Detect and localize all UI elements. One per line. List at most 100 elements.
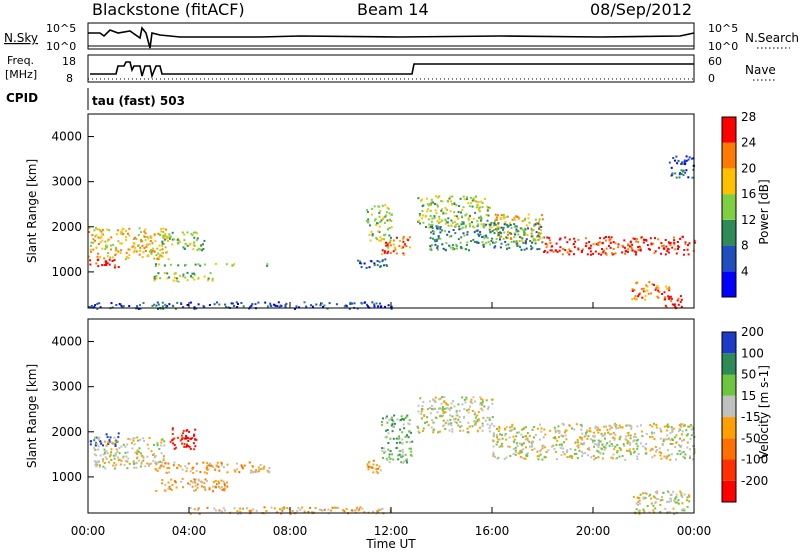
scatter-cell	[197, 303, 200, 306]
scatter-cell	[490, 226, 493, 229]
scatter-cell	[400, 455, 403, 458]
scatter-cell	[379, 209, 382, 212]
scatter-cell	[377, 510, 380, 513]
colorbar-segment	[722, 480, 736, 503]
scatter-cell	[594, 425, 597, 428]
scatter-cell	[683, 161, 686, 164]
scatter-cell	[441, 243, 444, 246]
scatter-cell	[475, 195, 477, 198]
scatter-cell	[644, 496, 647, 499]
scatter-cell	[158, 263, 161, 266]
scatter-cell	[164, 232, 167, 235]
scatter-cell	[611, 445, 614, 448]
scatter-cell	[194, 231, 197, 234]
scatter-cell	[689, 437, 692, 440]
scatter-cell	[105, 262, 108, 265]
scatter-cell	[631, 290, 634, 292]
scatter-cell	[607, 236, 610, 239]
scatter-cell	[187, 440, 190, 442]
scatter-cell	[138, 447, 141, 450]
scatter-cell	[675, 458, 677, 461]
scatter-cell	[470, 202, 473, 205]
scatter-cell	[199, 248, 202, 251]
scatter-cell	[220, 464, 223, 467]
scatter-cell	[674, 446, 677, 448]
scatter-cell	[139, 246, 142, 249]
scatter-cell	[603, 434, 606, 437]
scatter-cell	[407, 436, 410, 439]
scatter-cell	[177, 242, 180, 244]
scatter-cell	[481, 398, 484, 401]
scatter-cell	[97, 445, 100, 448]
scatter-cell	[206, 472, 208, 475]
scatter-cell	[96, 463, 99, 466]
scatter-cell	[161, 242, 164, 245]
nsky-label: N.Sky	[4, 31, 38, 45]
scatter-cell	[637, 241, 640, 243]
scatter-cell	[358, 508, 361, 511]
scatter-cell	[436, 226, 439, 228]
scatter-cell	[145, 243, 148, 246]
scatter-cell	[492, 432, 495, 435]
scatter-cell	[390, 416, 393, 419]
scatter-cell	[684, 453, 687, 456]
scatter-cell	[153, 250, 156, 253]
scatter-cell	[187, 482, 190, 485]
scatter-cell	[369, 239, 372, 242]
scatter-cell	[368, 461, 370, 464]
scatter-cell	[191, 234, 194, 237]
scatter-cell	[588, 447, 591, 450]
scatter-cell	[433, 217, 436, 219]
scatter-cell	[233, 507, 236, 510]
scatter-cell	[642, 497, 645, 500]
scatter-cell	[447, 407, 450, 410]
scatter-cell	[193, 236, 196, 239]
scatter-cell	[670, 300, 673, 303]
scatter-cell	[459, 429, 462, 432]
scatter-cell	[634, 298, 637, 301]
scatter-cell	[404, 417, 407, 419]
scatter-cell	[437, 237, 440, 240]
scatter-cell	[209, 465, 212, 467]
scatter-cell	[499, 217, 502, 220]
scatter-cell	[129, 438, 132, 441]
scatter-cell	[218, 487, 221, 490]
scatter-cell	[387, 304, 390, 307]
scatter-cell	[171, 428, 174, 431]
scatter-cell	[94, 436, 97, 439]
scatter-cell	[657, 289, 660, 292]
scatter-cell	[518, 452, 521, 455]
scatter-cell	[538, 218, 541, 221]
scatter-cell	[466, 431, 469, 434]
scatter-cell	[446, 233, 449, 236]
scatter-cell	[388, 456, 391, 459]
x-tick-label: 00:00	[677, 524, 712, 538]
scatter-cell	[476, 420, 479, 423]
scatter-cell	[470, 196, 472, 199]
scatter-cell	[497, 222, 500, 225]
scatter-cell	[438, 398, 440, 401]
scatter-cell	[389, 450, 392, 453]
scatter-cell	[224, 509, 226, 512]
scatter-cell	[481, 429, 484, 432]
scatter-cell	[513, 216, 516, 219]
scatter-cell	[666, 500, 669, 503]
scatter-cell	[476, 429, 479, 432]
scatter-cell	[589, 430, 592, 433]
scatter-cell	[493, 455, 496, 458]
scatter-cell	[181, 477, 184, 480]
scatter-cell	[499, 231, 502, 234]
scatter-cell	[488, 430, 491, 433]
scatter-cell	[662, 247, 665, 250]
scatter-cell	[525, 446, 527, 449]
scatter-cell	[589, 247, 592, 250]
scatter-cell	[380, 305, 383, 308]
scatter-cell	[467, 219, 470, 222]
scatter-cell	[142, 437, 145, 440]
scatter-cell	[155, 304, 158, 307]
scatter-cell	[408, 423, 411, 426]
scatter-cell	[156, 444, 159, 447]
scatter-cell	[588, 449, 591, 451]
scatter-cell	[345, 507, 348, 510]
scatter-cell	[433, 215, 436, 218]
